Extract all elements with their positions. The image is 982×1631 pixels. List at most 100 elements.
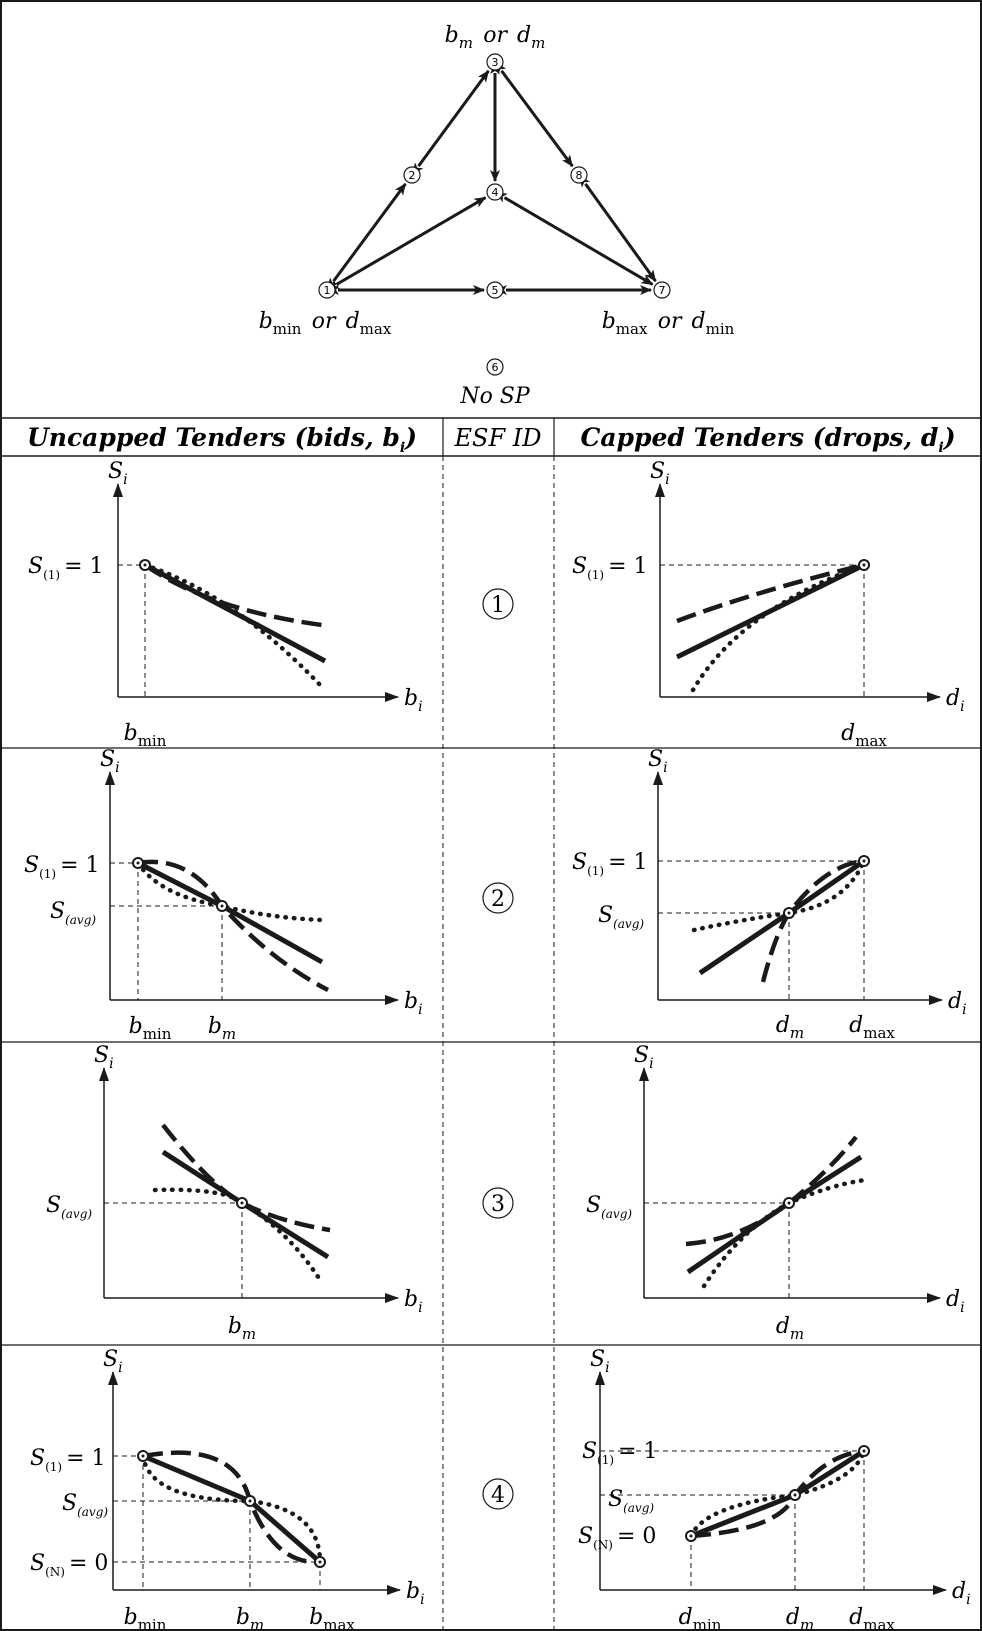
point-marker-dot xyxy=(248,1499,252,1503)
x-tick-label: bmin xyxy=(129,1014,172,1043)
y-axis-label: Si xyxy=(94,1043,114,1072)
esf-id-badge: 3 xyxy=(482,1187,514,1219)
node-number: 3 xyxy=(492,56,499,69)
node-7: 7 xyxy=(653,281,671,299)
x-tick-label: bmin xyxy=(124,721,167,750)
y-axis-label: Si xyxy=(634,1043,654,1072)
node-circle xyxy=(486,183,504,201)
uncapped-chart-2: Si bi S(1) = 1 S(avg) bmin bm xyxy=(24,747,423,1043)
esf-id-number: 2 xyxy=(491,887,505,912)
y-tick-label: S(1) = 1 xyxy=(28,554,104,582)
x-tick-label: dmax xyxy=(849,1605,895,1631)
curve-solid xyxy=(690,1448,866,1539)
esf-id-circle xyxy=(482,588,514,620)
point-marker-dot xyxy=(787,911,791,915)
x-tick-label: dm xyxy=(776,1013,804,1042)
curve-dot xyxy=(140,1453,323,1565)
header-esf-id: ESF ID xyxy=(454,424,542,452)
esf-row-1: 1 Si bi S(1) = 1 bmin Si di S(1) = 1 dmax xyxy=(28,459,965,750)
point-marker-dot xyxy=(136,861,140,865)
node-3: 3 xyxy=(486,53,504,71)
y-axis-label: Si xyxy=(100,747,120,776)
point-marker-dot xyxy=(240,1201,244,1205)
y-tick-label: S(1) = 1 xyxy=(24,853,100,881)
x-tick-label: bm xyxy=(208,1014,236,1043)
capped-chart-2: Si di S(1) = 1 S(avg) dm dmax xyxy=(572,747,967,1042)
curve-dash xyxy=(676,562,865,624)
header-uncapped: Uncapped Tenders (bids, bi) xyxy=(27,423,417,456)
node-circle xyxy=(486,53,504,71)
uncapped-chart-3: Si bi S(avg) bm xyxy=(46,1043,423,1343)
point-marker-dot xyxy=(143,563,147,567)
x-tick-label: dm xyxy=(786,1605,814,1631)
point-marker-dot xyxy=(793,1493,797,1497)
esf-id-badge: 4 xyxy=(482,1478,514,1510)
y-axis-label: Si xyxy=(648,747,668,776)
y-axis-label: Si xyxy=(103,1347,123,1376)
esf-id-badge: 1 xyxy=(482,588,514,620)
curve-dash xyxy=(137,859,330,992)
y-tick-label: S(avg) xyxy=(50,899,96,927)
node-circle xyxy=(318,281,336,299)
node-8: 8 xyxy=(570,166,588,184)
point-marker-dot xyxy=(862,563,866,567)
y-tick-label: S(1) = 1 xyxy=(572,554,648,582)
y-tick-label: S(avg) xyxy=(586,1193,632,1221)
curve-dot xyxy=(142,562,325,690)
curve-dash xyxy=(161,1123,331,1233)
esf-id-badge: 2 xyxy=(482,882,514,914)
uncapped-chart-4: Si bi S(1) = 1 S(avg) S(N) = 0 bmin bm bmax xyxy=(30,1347,425,1631)
node-1: 1 xyxy=(318,281,336,299)
curve-dot xyxy=(152,1187,325,1286)
node-2: 2 xyxy=(403,166,421,184)
node-circle xyxy=(486,281,504,299)
edge-4-7 xyxy=(495,192,654,286)
x-axis-label: bi xyxy=(404,686,423,715)
esf-id-circle xyxy=(482,1187,514,1219)
node-7-label: bmax or dmin xyxy=(602,309,735,338)
x-tick-label: dmax xyxy=(841,721,887,750)
x-axis-label: bi xyxy=(404,989,423,1018)
y-tick-label: S(1) = 1 xyxy=(582,1439,658,1467)
curve-dot xyxy=(688,1448,867,1539)
esf-row-2: 2 Si bi S(1) = 1 S(avg) bmin bm Si di S(1) = 1 S(avg… xyxy=(24,747,967,1043)
y-tick-label: S(1) = 1 xyxy=(572,850,648,878)
esf-id-circle xyxy=(482,1478,514,1510)
x-tick-label: bm xyxy=(228,1314,256,1343)
point-marker-dot xyxy=(787,1201,791,1205)
header-row: Uncapped Tenders (bids, bi) ESF ID Cappe… xyxy=(27,423,956,456)
node-number: 6 xyxy=(492,361,499,374)
esf-id-circle xyxy=(482,882,514,914)
y-tick-label: S(avg) xyxy=(46,1193,92,1221)
x-axis-label: di xyxy=(952,1579,971,1608)
node-circle xyxy=(403,166,421,184)
y-axis-label: Si xyxy=(108,459,128,488)
x-axis-label: bi xyxy=(404,1287,423,1316)
y-axis-label: Si xyxy=(590,1347,610,1376)
y-tick-label: S(avg) xyxy=(62,1491,108,1519)
y-tick-label: S(N) = 0 xyxy=(30,1551,108,1579)
point-marker-dot xyxy=(862,1449,866,1453)
point-marker-dot xyxy=(318,1560,322,1564)
curve-dash xyxy=(685,1135,858,1247)
x-axis-label: bi xyxy=(406,1579,425,1608)
node-circle xyxy=(653,281,671,299)
curve-solid xyxy=(136,860,324,965)
x-tick-label: dmax xyxy=(849,1013,895,1042)
node-number: 5 xyxy=(492,284,499,297)
uncapped-chart-1: Si bi S(1) = 1 bmin xyxy=(28,459,423,750)
capped-chart-1: Si di S(1) = 1 dmax xyxy=(572,459,965,750)
x-tick-label: bmax xyxy=(309,1605,355,1631)
y-tick-label: S(N) = 0 xyxy=(578,1524,656,1552)
esf-id-number: 4 xyxy=(491,1483,505,1508)
node-number: 4 xyxy=(492,186,499,199)
edge-3-8 xyxy=(494,61,574,168)
node-circle xyxy=(486,358,504,376)
x-tick-label: dmin xyxy=(679,1605,722,1631)
